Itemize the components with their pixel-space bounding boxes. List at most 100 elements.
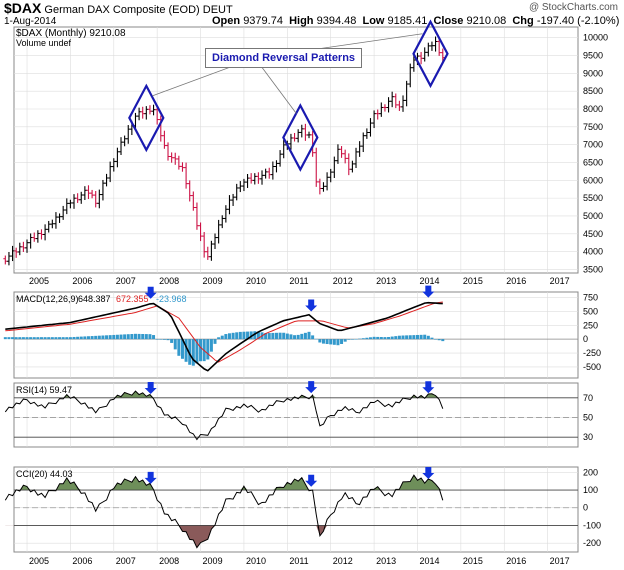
macd-histogram-bar (72, 336, 76, 340)
macd-histogram-bar (11, 337, 15, 340)
price-y-tick-label: 4500 (583, 229, 603, 239)
macd-histogram-bar (274, 332, 278, 340)
price-y-tick-label: 7000 (583, 140, 603, 150)
macd-y-tick-label: -500 (583, 362, 601, 372)
macd-histogram-bar (401, 335, 405, 340)
macd-histogram-bar (376, 336, 380, 340)
macd-histogram-bar (166, 339, 170, 341)
macd-histogram-bar (184, 339, 188, 362)
macd-histogram-bar (329, 339, 333, 345)
macd-histogram-bar (108, 335, 112, 340)
exchange: DEUT (202, 4, 233, 16)
macd-histogram-bar (133, 333, 137, 340)
macd-histogram-bar (130, 334, 134, 340)
macd-histogram-bar (350, 339, 354, 340)
header-line-1: $DAX German DAX Composite (EOD) DEUT (4, 0, 233, 16)
macd-histogram-bar (65, 337, 69, 340)
macd-histogram-bar (256, 331, 260, 340)
price-x-tick-label: 2011 (289, 276, 308, 286)
macd-histogram-bar (217, 337, 221, 340)
macd-histogram-bar (195, 339, 199, 364)
bottom-x-tick-label: 2015 (463, 556, 483, 566)
macd-histogram-bar (332, 339, 336, 345)
bottom-x-tick-label: 2012 (333, 556, 353, 566)
price-y-tick-label: 6000 (583, 175, 603, 185)
macd-histogram-bar (39, 337, 43, 340)
macd-histogram-bar (68, 337, 72, 340)
price-subtitle: Volume undef (16, 38, 72, 48)
macd-histogram-bar (25, 337, 29, 340)
macd-histogram-bar (325, 339, 329, 345)
security-name: German DAX Composite (EOD) (44, 4, 200, 16)
macd-histogram-bar (246, 331, 250, 340)
macd-y-tick-label: -250 (583, 348, 601, 358)
price-y-tick-label: 4000 (583, 247, 603, 257)
rsi-line (4, 390, 444, 441)
macd-histogram-bar (387, 336, 391, 340)
macd-histogram-bar (314, 338, 318, 340)
ohlc-readout: Open 9379.74 High 9394.48 Low 9185.41 Cl… (212, 15, 624, 27)
close-label: Close (433, 15, 464, 27)
bottom-x-tick-label: 2013 (376, 556, 396, 566)
macd-histogram-bar (354, 339, 358, 340)
macd-histogram-bar (83, 336, 87, 340)
macd-histogram-bar (282, 332, 286, 340)
macd-histogram-bar (188, 339, 192, 365)
open-label: Open (212, 15, 241, 27)
watermark: @ StockCharts.com (528, 2, 618, 13)
macd-histogram-bar (18, 337, 22, 340)
price-x-tick-label: 2008 (159, 276, 179, 286)
macd-histogram-bar (307, 331, 311, 340)
macd-histogram-bar (21, 337, 25, 340)
macd-histogram-bar (126, 334, 130, 340)
macd-histogram-bar (152, 335, 156, 340)
macd-histogram-bar (379, 337, 383, 340)
macd-histogram-bar (43, 337, 47, 340)
macd-histogram-bar (112, 334, 116, 340)
price-title: $DAX (Monthly) 9210.08 (16, 28, 126, 39)
macd-histogram-bar (224, 334, 228, 340)
macd-histogram-bar (267, 333, 271, 340)
macd-histogram-bar (372, 336, 376, 340)
macd-histogram-bar (209, 339, 213, 352)
cci-line (4, 474, 444, 549)
macd-y-tick-label: 0 (583, 334, 588, 344)
price-x-tick-label: 2015 (463, 276, 483, 286)
macd-frame (13, 291, 579, 379)
rsi-frame (13, 382, 579, 448)
cci-frame (13, 466, 579, 553)
bottom-x-tick-label: 2014 (419, 556, 439, 566)
price-frame (13, 26, 579, 274)
macd-y-tick-label: 750 (583, 293, 598, 303)
macd-histogram-bar (3, 337, 7, 340)
bottom-x-tick-label: 2011 (289, 556, 308, 566)
macd-histogram-bar (242, 331, 246, 340)
chg-label: Chg (512, 15, 534, 27)
price-x-tick-label: 2006 (72, 276, 92, 286)
macd-histogram-bar (390, 336, 394, 340)
down-arrow-icon (305, 381, 318, 394)
rsi-title: RSI(14) 59.47 (16, 385, 72, 395)
rsi-y-tick-label: 30 (583, 432, 593, 442)
macd-histogram-bar (36, 337, 40, 340)
macd-histogram-bar (115, 334, 119, 340)
macd-histogram-bar (144, 334, 148, 340)
macd-histogram-bar (123, 334, 127, 340)
diamond-annotation: Diamond Reversal Patterns (205, 48, 363, 68)
macd-histogram-bar (76, 336, 80, 340)
macd-histogram-bar (86, 336, 90, 340)
macd-histogram-bar (289, 334, 293, 340)
macd-histogram-bar (293, 335, 297, 340)
close-value: 9210.08 (466, 15, 507, 27)
macd-signal-line (5, 301, 443, 363)
macd-histogram-bar (235, 332, 239, 340)
macd-histogram-bar (61, 337, 65, 340)
high-value: 9394.48 (316, 15, 357, 27)
macd-histogram-bar (271, 332, 275, 340)
diamond-pattern-outline (412, 19, 449, 89)
price-x-tick-label: 2014 (419, 276, 439, 286)
price-y-tick-label: 10000 (583, 33, 608, 43)
high-label: High (289, 15, 314, 27)
down-arrow-icon (144, 471, 157, 484)
